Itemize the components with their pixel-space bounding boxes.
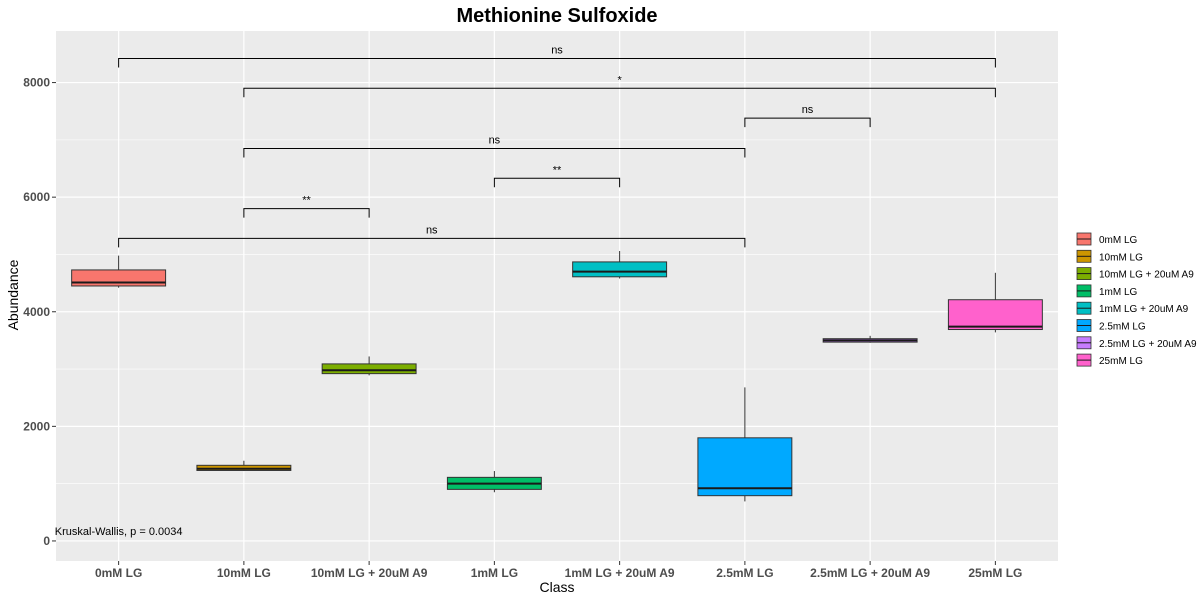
legend-item-7: 25mM LG: [1076, 353, 1143, 367]
box-2: [321, 356, 417, 376]
legend-label: 0mM LG: [1099, 235, 1138, 246]
box-3: [446, 471, 542, 493]
bracket-6: ns: [118, 224, 746, 248]
bracket-line: [493, 177, 621, 188]
box-0: [71, 255, 167, 288]
legend-label: 2.5mM LG: [1099, 322, 1146, 333]
legend-label: 2.5mM LG + 20uM A9: [1099, 339, 1197, 350]
bracket-line: [243, 208, 370, 218]
chart-title: Methionine Sulfoxide: [456, 5, 657, 27]
bracket-0: ns: [118, 45, 996, 68]
bracket-label: ns: [426, 224, 438, 236]
y-axis-title: Abundance: [5, 259, 21, 330]
bracket-4: **: [493, 164, 621, 188]
box-body: [947, 299, 1043, 331]
legend-item-1: 10mM LG: [1076, 249, 1143, 263]
box-body: [697, 437, 793, 497]
bracket-line: [118, 58, 996, 68]
legend: 0mM LG 10mM LG 10mM LG + 20uM A9 1mM LG 1mM …: [1076, 232, 1197, 367]
y-tick-label: 8000: [23, 76, 50, 90]
bracket-5: **: [243, 195, 370, 218]
x-tick-label: 1mM LG + 20uM A9: [565, 566, 675, 580]
boxes: [71, 251, 1043, 502]
x-tick-label: 25mM LG: [968, 566, 1022, 580]
y-axis: 0 2000 4000 6000 8000: [23, 76, 56, 548]
box-5: [697, 387, 793, 502]
x-tick-label: 0mM LG: [95, 566, 142, 580]
x-axis-title: Class: [539, 579, 574, 595]
plot-panel: [56, 31, 1058, 561]
kruskal-wallis-annotation: Kruskal-Wallis, p = 0.0034: [55, 526, 183, 538]
bracket-label: **: [553, 164, 562, 176]
box-body: [71, 269, 167, 287]
legend-item-3: 1mM LG: [1076, 284, 1138, 298]
bracket-label: ns: [551, 45, 563, 57]
x-tick-label: 2.5mM LG + 20uM A9: [810, 566, 930, 580]
x-tick-label: 1mM LG: [471, 566, 518, 580]
bracket-label: ns: [802, 104, 814, 116]
x-tick-label: 2.5mM LG: [716, 566, 773, 580]
legend-label: 1mM LG + 20uM A9: [1099, 304, 1189, 315]
y-tick-label: 6000: [23, 190, 50, 204]
y-tick-label: 4000: [23, 305, 50, 319]
box-body: [572, 261, 668, 278]
bracket-line: [118, 237, 746, 248]
x-tick-label: 10mM LG: [217, 566, 271, 580]
x-axis: 0mM LG 10mM LG 10mM LG + 20uM A9 1mM LG 1mM …: [95, 561, 1022, 580]
bracket-line: [243, 147, 746, 158]
legend-item-5: 2.5mM LG: [1076, 319, 1146, 333]
x-tick-label: 10mM LG + 20uM A9: [311, 566, 428, 580]
legend-label: 10mM LG + 20uM A9: [1099, 270, 1194, 281]
bracket-line: [243, 87, 996, 98]
box-4: [572, 251, 668, 279]
box-7: [947, 272, 1043, 333]
bracket-label: *: [617, 74, 622, 86]
legend-label: 25mM LG: [1099, 356, 1143, 367]
legend-label: 1mM LG: [1099, 287, 1138, 298]
box-1: [196, 460, 292, 472]
legend-item-4: 1mM LG + 20uM A9: [1076, 301, 1189, 315]
y-tick-label: 0: [43, 534, 50, 548]
legend-label: 10mM LG: [1099, 252, 1143, 263]
legend-item-2: 10mM LG + 20uM A9: [1076, 267, 1194, 281]
bracket-2: ns: [744, 104, 871, 128]
minor-gridlines: [56, 139, 1058, 484]
box-6: [822, 335, 918, 343]
bracket-line: [744, 117, 871, 128]
legend-item-0: 0mM LG: [1076, 232, 1138, 246]
bracket-label: **: [302, 195, 311, 207]
y-tick-label: 2000: [23, 419, 50, 433]
box-body: [321, 363, 417, 375]
legend-item-6: 2.5mM LG + 20uM A9: [1076, 336, 1197, 350]
bracket-label: ns: [489, 134, 501, 146]
comparison-brackets: ns * ns ns ** ** ns: [118, 45, 996, 248]
bracket-1: *: [243, 74, 996, 98]
bracket-3: ns: [243, 134, 746, 158]
